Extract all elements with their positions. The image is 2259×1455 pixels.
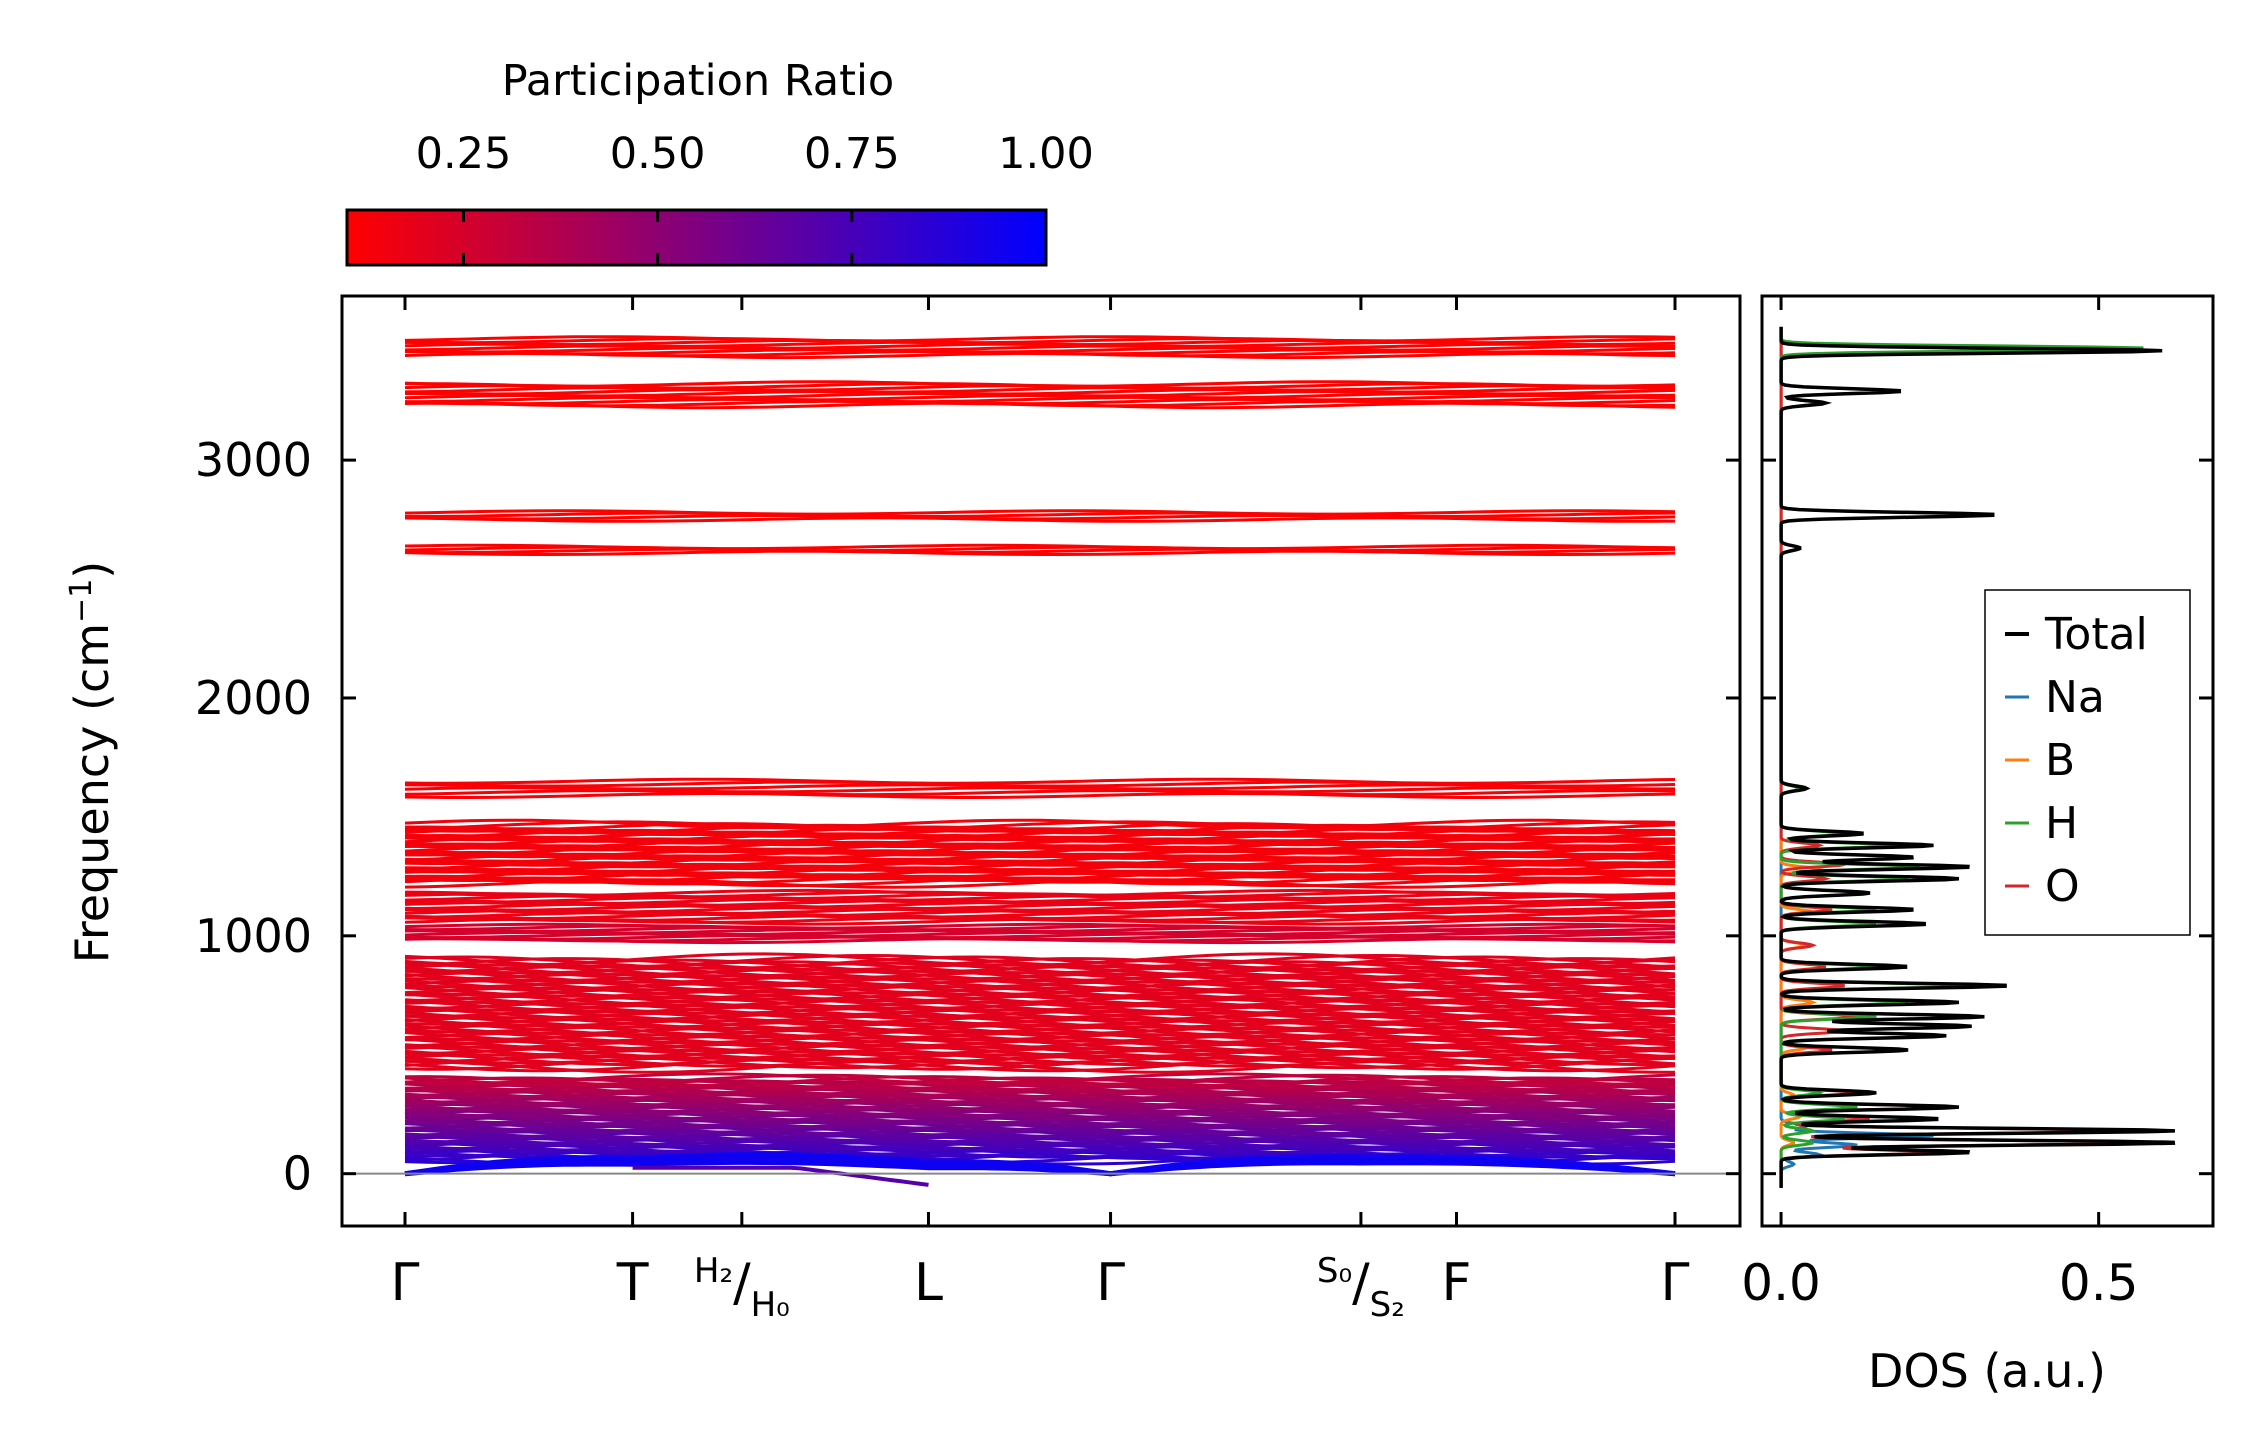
x-tick-label: F <box>1442 1253 1472 1313</box>
dos-x-axis-label: DOS (a.u.) <box>1868 1344 2106 1398</box>
band-line <box>404 1057 1676 1073</box>
acoustic-band <box>404 1159 1676 1177</box>
band-line <box>404 822 1676 833</box>
dos-x-tick-label: 0.0 <box>1741 1254 1821 1312</box>
band-lines <box>342 335 1740 1187</box>
colorbar: Participation Ratio 0.25 0.50 0.75 1.00 <box>345 56 1094 267</box>
colorbar-tick-label: 0.50 <box>610 129 706 179</box>
colorbar-tick-label: 1.00 <box>998 129 1094 179</box>
legend-label-h: H <box>2045 798 2078 849</box>
band-line <box>404 792 1676 799</box>
dos-axes-frame <box>1760 294 2215 1228</box>
y-tick-label: 1000 <box>195 909 312 963</box>
dos-x-tick-label: 0.5 <box>2059 1254 2139 1312</box>
x-tick-label: T <box>616 1253 649 1313</box>
acoustic-band <box>404 1152 1676 1177</box>
x-tick-label-fraction: S₀/S₂ <box>1317 1251 1405 1325</box>
band-axes-frame <box>340 294 1742 1228</box>
colorbar-tick-label: 0.75 <box>804 129 900 179</box>
x-tick-label: L <box>914 1253 943 1313</box>
imaginary-branch <box>632 1165 929 1187</box>
band-line <box>404 777 1676 785</box>
colorbar-tick-label: 0.25 <box>416 129 512 179</box>
dos-panel: 0.0 0.5 DOS (a.u.) Total Na BHO <box>1741 294 2215 1398</box>
legend-label-total: Total <box>2044 609 2148 660</box>
dos-curve-na <box>1779 326 1934 1188</box>
band-line <box>404 547 1676 555</box>
band-line <box>404 509 1676 516</box>
band-line <box>404 1072 1676 1085</box>
legend-box <box>1984 589 2191 936</box>
band-line <box>404 380 1676 388</box>
band-line <box>404 818 1676 830</box>
y-tick-label: 2000 <box>195 671 312 725</box>
x-tick-label: Γ <box>391 1253 420 1313</box>
band-line <box>404 514 1676 521</box>
band-line <box>404 888 1676 898</box>
band-line <box>404 830 1676 842</box>
band-line <box>404 895 1676 904</box>
band-line <box>404 1073 1676 1086</box>
band-line <box>404 346 1676 354</box>
legend-label-na: Na <box>2045 672 2105 723</box>
legend: Total Na BHO <box>1984 589 2191 936</box>
band-line <box>404 397 1676 406</box>
colorbar-gradient <box>345 208 1048 267</box>
dos-curve-total <box>1779 326 2176 1188</box>
band-line <box>404 335 1676 343</box>
band-line <box>404 952 1676 967</box>
colorbar-label: Participation Ratio <box>502 56 895 106</box>
band-line <box>404 968 1676 983</box>
band-line <box>404 388 1676 396</box>
dos-curves <box>1779 326 2176 1188</box>
legend-label-b: B <box>2045 735 2075 786</box>
band-line <box>404 1106 1676 1120</box>
x-tick-label: Γ <box>1661 1253 1690 1313</box>
band-line <box>404 337 1676 345</box>
band-structure-panel: 0 1000 2000 3000 Γ T H₂/H₀ L Γ S₀/S₂ F Γ Frequency … <box>64 294 1742 1325</box>
y-axis-label: Frequency (cm−1) <box>64 561 120 964</box>
band-line <box>404 912 1676 921</box>
band-line <box>404 543 1676 551</box>
legend-label-o: O <box>2045 861 2080 912</box>
band-line <box>405 511 1676 518</box>
x-tick-label: Γ <box>1096 1253 1125 1313</box>
band-line <box>404 975 1676 991</box>
band-line <box>404 926 1676 933</box>
y-tick-label: 3000 <box>195 433 312 487</box>
band-line <box>404 922 1676 930</box>
band-line <box>404 1020 1676 1035</box>
band-line <box>404 1012 1676 1028</box>
x-tick-label-fraction: H₂/H₀ <box>694 1251 790 1325</box>
dos-curve-b <box>1779 326 1825 1188</box>
band-line <box>404 1125 1676 1139</box>
y-tick-label: 0 <box>283 1147 312 1201</box>
band-line <box>404 904 1676 913</box>
